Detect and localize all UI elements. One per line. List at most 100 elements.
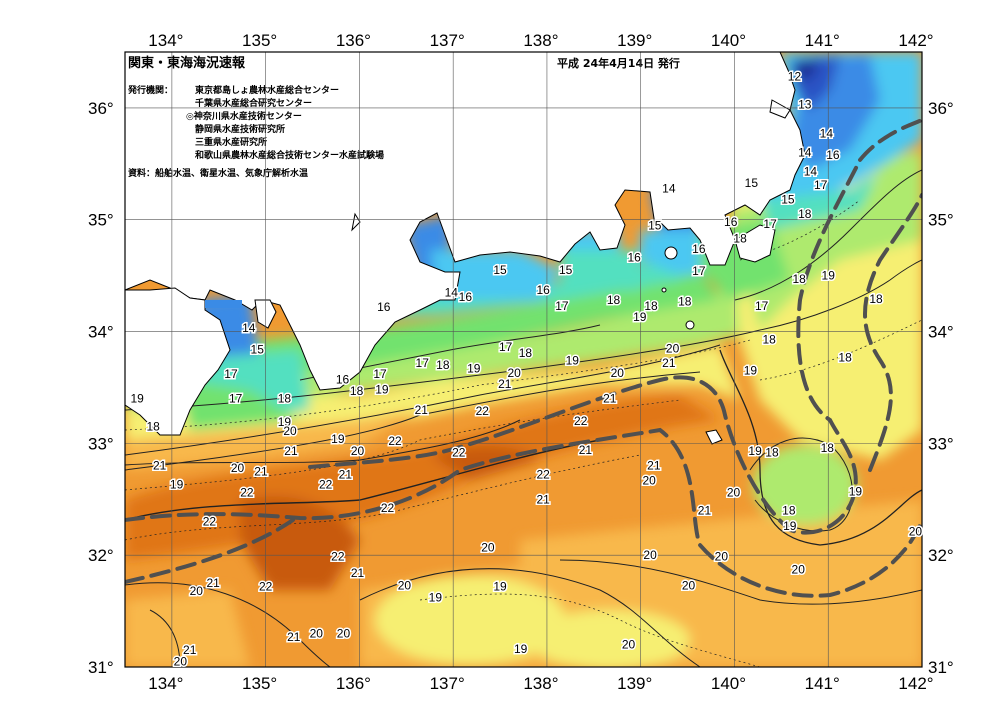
isotherm-label: 21 <box>662 356 676 370</box>
isotherm-label: 16 <box>724 215 738 229</box>
issuer-label: 発行機関： <box>127 84 173 96</box>
isotherm-label: 21 <box>206 576 220 590</box>
kuroshio-axis <box>125 118 922 598</box>
isotherm-label: 21 <box>698 503 712 517</box>
isotherm-label: 20 <box>310 626 324 640</box>
isotherm-label: 16 <box>692 242 706 256</box>
isotherm-label: 20 <box>174 654 188 668</box>
isotherm-label: 21 <box>339 468 353 482</box>
isotherm-label: 20 <box>643 548 657 562</box>
isotherm-label: 20 <box>909 525 923 539</box>
isotherm-label: 17 <box>692 264 706 278</box>
isotherm-label: 18 <box>607 293 621 307</box>
isotherm-label: 18 <box>644 299 658 313</box>
graticule <box>125 52 922 667</box>
isotherm-label: 18 <box>838 350 852 364</box>
lon-tick-top: 136° <box>336 31 371 50</box>
isotherm-label: 15 <box>559 263 573 277</box>
lon-tick-bottom: 139° <box>617 674 652 693</box>
isotherm-label: 19 <box>131 392 145 406</box>
isotherm-label: 15 <box>745 176 759 190</box>
lon-tick-top: 138° <box>523 31 558 50</box>
isotherm-label: 22 <box>381 501 395 515</box>
issuer-2: 千葉県水産総合研究センター <box>195 97 312 109</box>
isotherm-label: 12 <box>788 70 802 84</box>
map-title: 関東・東海海況速報 <box>128 55 246 71</box>
isotherm-label: 21 <box>579 443 593 457</box>
isotherm-label: 17 <box>373 367 387 381</box>
isotherm-label: 20 <box>190 584 204 598</box>
lon-tick-top: 134° <box>148 31 183 50</box>
isotherm-label: 21 <box>287 630 301 644</box>
isotherm-label: 17 <box>763 217 777 231</box>
isotherm-label: 19 <box>566 354 580 368</box>
isotherm-label: 22 <box>476 404 490 418</box>
isotherm-label: 19 <box>849 484 863 498</box>
lon-tick-top: 141° <box>805 31 840 50</box>
issuer-1: 東京都島しょ農林水産総合センター <box>195 84 339 96</box>
isotherm-label: 19 <box>493 579 507 593</box>
isotherm-label: 16 <box>459 290 473 304</box>
isotherm-label: 17 <box>416 356 430 370</box>
isotherm-label: 22 <box>452 445 466 459</box>
isotherm-label: 21 <box>647 459 661 473</box>
isotherm-label: 21 <box>284 444 298 458</box>
isotherm-label: 18 <box>146 420 160 434</box>
osaka-bay-patch <box>205 300 242 308</box>
isotherm-label: 17 <box>224 367 238 381</box>
isotherm-label: 20 <box>337 626 351 640</box>
isotherm-label: 19 <box>783 519 797 533</box>
isotherm-label: 20 <box>283 424 297 438</box>
issuer-5: 三重県水産研究所 <box>195 136 267 148</box>
isotherm-label: 21 <box>254 464 268 478</box>
isotherm-label: 19 <box>822 269 836 283</box>
lon-tick-bottom: 134° <box>148 674 183 693</box>
isotherm-label: 17 <box>499 340 513 354</box>
isotherm-label: 18 <box>678 294 692 308</box>
lon-tick-bottom: 135° <box>242 674 277 693</box>
isotherm-label: 14 <box>662 181 676 195</box>
lon-tick-bottom: 138° <box>523 674 558 693</box>
lat-tick-right: 36° <box>928 99 954 118</box>
isotherm-label: 18 <box>765 445 779 459</box>
land <box>124 51 806 445</box>
lat-tick-left: 36° <box>88 99 114 118</box>
isotherm-label: 14 <box>798 146 812 160</box>
isotherm-label: 22 <box>388 434 402 448</box>
issuer-6: 和歌山県農林水産総合技術センター水産試験場 <box>194 149 384 161</box>
lon-tick-bottom: 141° <box>805 674 840 693</box>
isotherm-label: 18 <box>782 503 796 517</box>
lon-tick-bottom: 137° <box>430 674 465 693</box>
issuer-3: ◎神奈川県水産技術センター <box>186 110 302 122</box>
isotherm-label: 19 <box>278 415 292 429</box>
isotherm-label: 20 <box>231 461 245 475</box>
lon-tick-top: 139° <box>617 31 652 50</box>
isotherm-label: 16 <box>826 148 840 162</box>
lon-tick-top: 140° <box>711 31 746 50</box>
isotherm-label: 17 <box>555 299 569 313</box>
isotherm-label: 20 <box>351 444 365 458</box>
isotherm-label: 18 <box>869 292 883 306</box>
isotherm-label: 17 <box>229 392 243 406</box>
issue-date: 平成 24年4月14日 発行 <box>557 56 680 70</box>
isotherm-label: 14 <box>804 165 818 179</box>
isotherm-label: 20 <box>727 486 741 500</box>
lon-tick-top: 137° <box>430 31 465 50</box>
isotherm-label: 17 <box>814 178 828 192</box>
map-frame <box>124 51 923 668</box>
isotherm-label: 19 <box>633 310 647 324</box>
isotherm-label: 18 <box>798 207 812 221</box>
isotherm-label: 21 <box>415 403 429 417</box>
isotherm-label: 21 <box>153 459 167 473</box>
isotherm-label: 22 <box>203 515 217 529</box>
isotherm-label: 21 <box>183 643 197 657</box>
isotherm-label: 19 <box>331 432 345 446</box>
isotherm-label: 21 <box>537 492 551 506</box>
isotherm-label: 15 <box>781 193 795 207</box>
isotherm-label: 18 <box>350 384 364 398</box>
lat-tick-left: 35° <box>88 211 114 230</box>
isotherm-label: 21 <box>498 377 512 391</box>
isotherm-label: 20 <box>682 578 696 592</box>
isotherm-label: 19 <box>375 383 389 397</box>
